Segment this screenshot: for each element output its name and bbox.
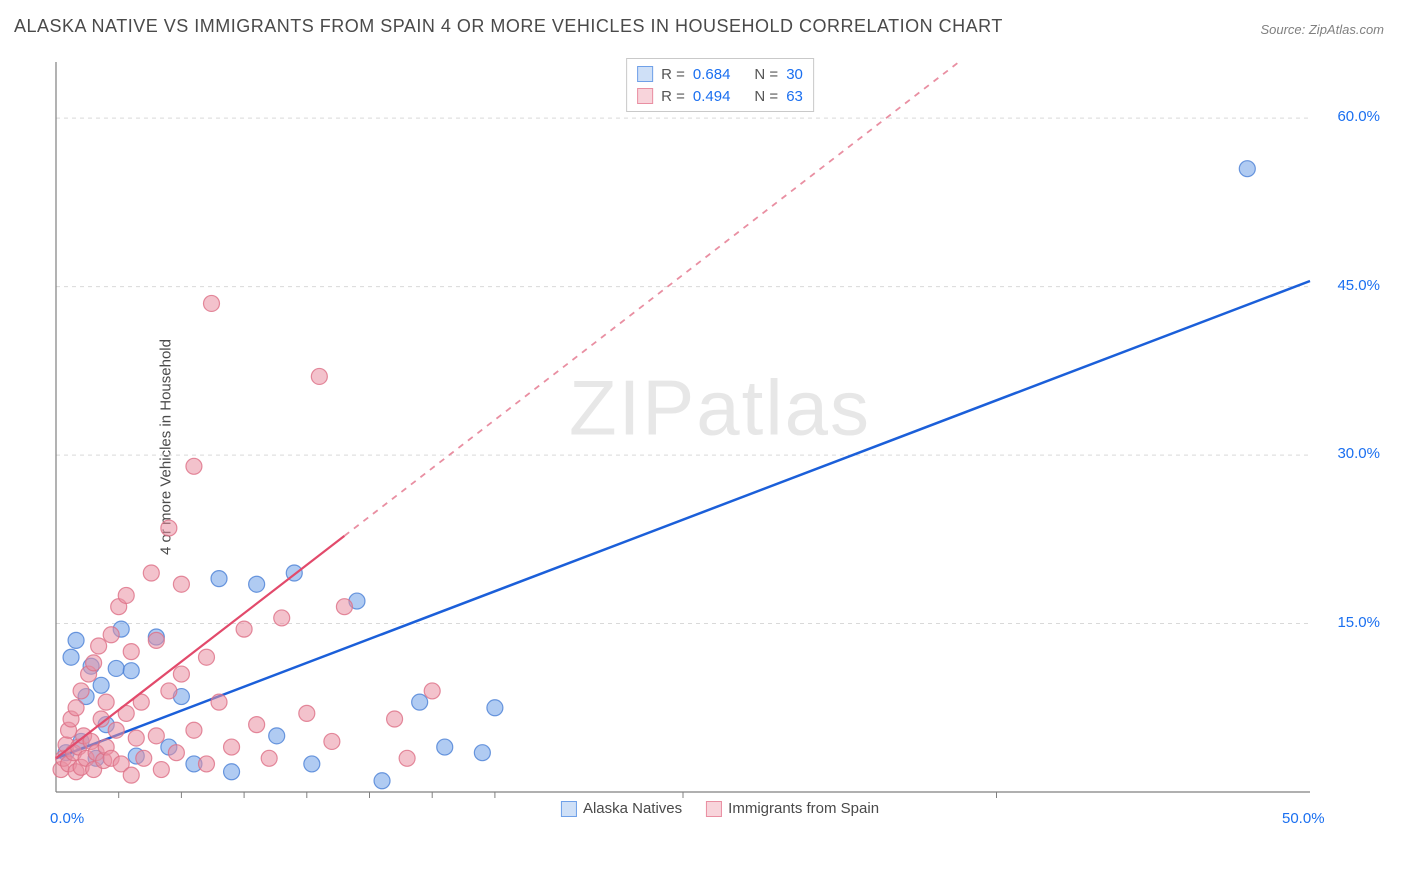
scatter-point [211, 694, 227, 710]
x-tick-label: 0.0% [50, 810, 84, 827]
scatter-point [249, 717, 265, 733]
scatter-point [63, 649, 79, 665]
legend-swatch [561, 801, 577, 817]
scatter-point [173, 576, 189, 592]
scatter-point [108, 660, 124, 676]
scatter-point [336, 599, 352, 615]
scatter-point [399, 750, 415, 766]
scatter-point [186, 458, 202, 474]
scatter-point [136, 750, 152, 766]
scatter-point [123, 644, 139, 660]
source-attribution: Source: ZipAtlas.com [1260, 22, 1384, 37]
stat-n-label: N = [754, 88, 778, 105]
scatter-point [198, 649, 214, 665]
scatter-point [128, 730, 144, 746]
stat-n-value: 63 [786, 88, 803, 105]
stat-r-value: 0.684 [693, 66, 731, 83]
scatter-point [153, 762, 169, 778]
trend-line [56, 281, 1310, 758]
legend-swatch [637, 66, 653, 82]
scatter-point [211, 571, 227, 587]
stat-r-label: R = [661, 88, 685, 105]
chart-svg [50, 52, 1390, 842]
scatter-point [93, 677, 109, 693]
legend-swatch [706, 801, 722, 817]
chart-title: ALASKA NATIVE VS IMMIGRANTS FROM SPAIN 4… [14, 16, 1003, 37]
scatter-point [143, 565, 159, 581]
scatter-point [299, 705, 315, 721]
series-legend-label: Alaska Natives [583, 800, 682, 817]
scatter-point [487, 700, 503, 716]
scatter-point [311, 368, 327, 384]
legend-swatch [637, 88, 653, 104]
trend-line-dashed [344, 62, 958, 536]
scatter-point [86, 655, 102, 671]
scatter-point [161, 683, 177, 699]
scatter-point [274, 610, 290, 626]
scatter-point [123, 663, 139, 679]
stat-n-label: N = [754, 66, 778, 83]
x-tick-label: 50.0% [1282, 810, 1325, 827]
scatter-point [68, 700, 84, 716]
series-legend-item: Alaska Natives [561, 800, 682, 817]
scatter-point [118, 587, 134, 603]
scatter-point [387, 711, 403, 727]
series-legend-item: Immigrants from Spain [706, 800, 879, 817]
y-tick-label: 45.0% [1337, 277, 1380, 294]
y-tick-label: 15.0% [1337, 614, 1380, 631]
scatter-point [324, 733, 340, 749]
scatter-point [168, 745, 184, 761]
stat-legend-row: R = 0.494 N = 63 [637, 85, 803, 107]
scatter-point [224, 739, 240, 755]
stat-legend-row: R = 0.684 N = 30 [637, 63, 803, 85]
scatter-point [304, 756, 320, 772]
scatter-point [173, 666, 189, 682]
scatter-point [98, 694, 114, 710]
scatter-point [108, 722, 124, 738]
scatter-point [103, 627, 119, 643]
scatter-point [249, 576, 265, 592]
scatter-point [474, 745, 490, 761]
scatter-point [224, 764, 240, 780]
y-tick-label: 60.0% [1337, 108, 1380, 125]
scatter-point [68, 632, 84, 648]
scatter-point [198, 756, 214, 772]
stat-legend: R = 0.684 N = 30 R = 0.494 N = 63 [626, 58, 814, 112]
scatter-point [186, 722, 202, 738]
scatter-point [269, 728, 285, 744]
scatter-point [412, 694, 428, 710]
scatter-point [236, 621, 252, 637]
scatter-point [437, 739, 453, 755]
scatter-point [1239, 161, 1255, 177]
scatter-point [424, 683, 440, 699]
y-tick-label: 30.0% [1337, 445, 1380, 462]
scatter-point [374, 773, 390, 789]
scatter-point [148, 728, 164, 744]
scatter-point [261, 750, 277, 766]
scatter-point [148, 632, 164, 648]
scatter-point [73, 683, 89, 699]
series-legend-label: Immigrants from Spain [728, 800, 879, 817]
scatter-point [123, 767, 139, 783]
series-legend: Alaska Natives Immigrants from Spain [561, 800, 879, 817]
scatter-point [91, 638, 107, 654]
stat-r-label: R = [661, 66, 685, 83]
scatter-point [161, 520, 177, 536]
plot-area: 4 or more Vehicles in Household ZIPatlas… [50, 52, 1390, 842]
stat-r-value: 0.494 [693, 88, 731, 105]
scatter-point [203, 295, 219, 311]
stat-n-value: 30 [786, 66, 803, 83]
